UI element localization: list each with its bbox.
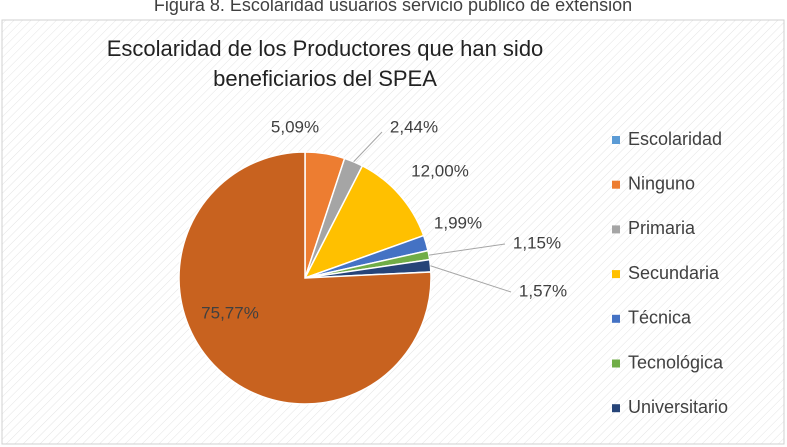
figure-caption: Figura 8. Escolaridad usuarios servicio … [154, 0, 632, 15]
legend-label: Primaria [628, 218, 696, 238]
leader-line [430, 265, 512, 293]
data-label: 1,57% [519, 281, 567, 300]
legend-swatch [612, 359, 620, 368]
legend-swatch [612, 270, 620, 279]
legend-swatch [612, 314, 620, 323]
pie-slice [303, 164, 425, 280]
legend-label: Escolaridad [628, 129, 722, 149]
legend-label: Secundaria [628, 263, 720, 283]
legend-swatch [612, 136, 620, 144]
legend-swatch [612, 404, 620, 413]
legend-swatch [612, 180, 620, 189]
data-label: 2,44% [390, 117, 438, 136]
legend-label: Ninguno [628, 173, 695, 193]
leader-line [353, 131, 383, 163]
legend-label: Técnica [628, 308, 692, 328]
data-label: 1,15% [513, 233, 561, 252]
legend-label: Universitario [628, 397, 728, 417]
legend-label: Tecnológica [628, 352, 724, 372]
data-label: 12,00% [411, 161, 469, 180]
leader-line [428, 243, 506, 256]
legend-swatch [612, 225, 620, 234]
data-label: 5,09% [271, 117, 319, 136]
data-label: 1,99% [434, 213, 482, 232]
data-label: 75,77% [201, 303, 259, 322]
pie-slice [178, 151, 432, 405]
chart-title: Escolaridad de los Productores que han s… [106, 36, 544, 91]
